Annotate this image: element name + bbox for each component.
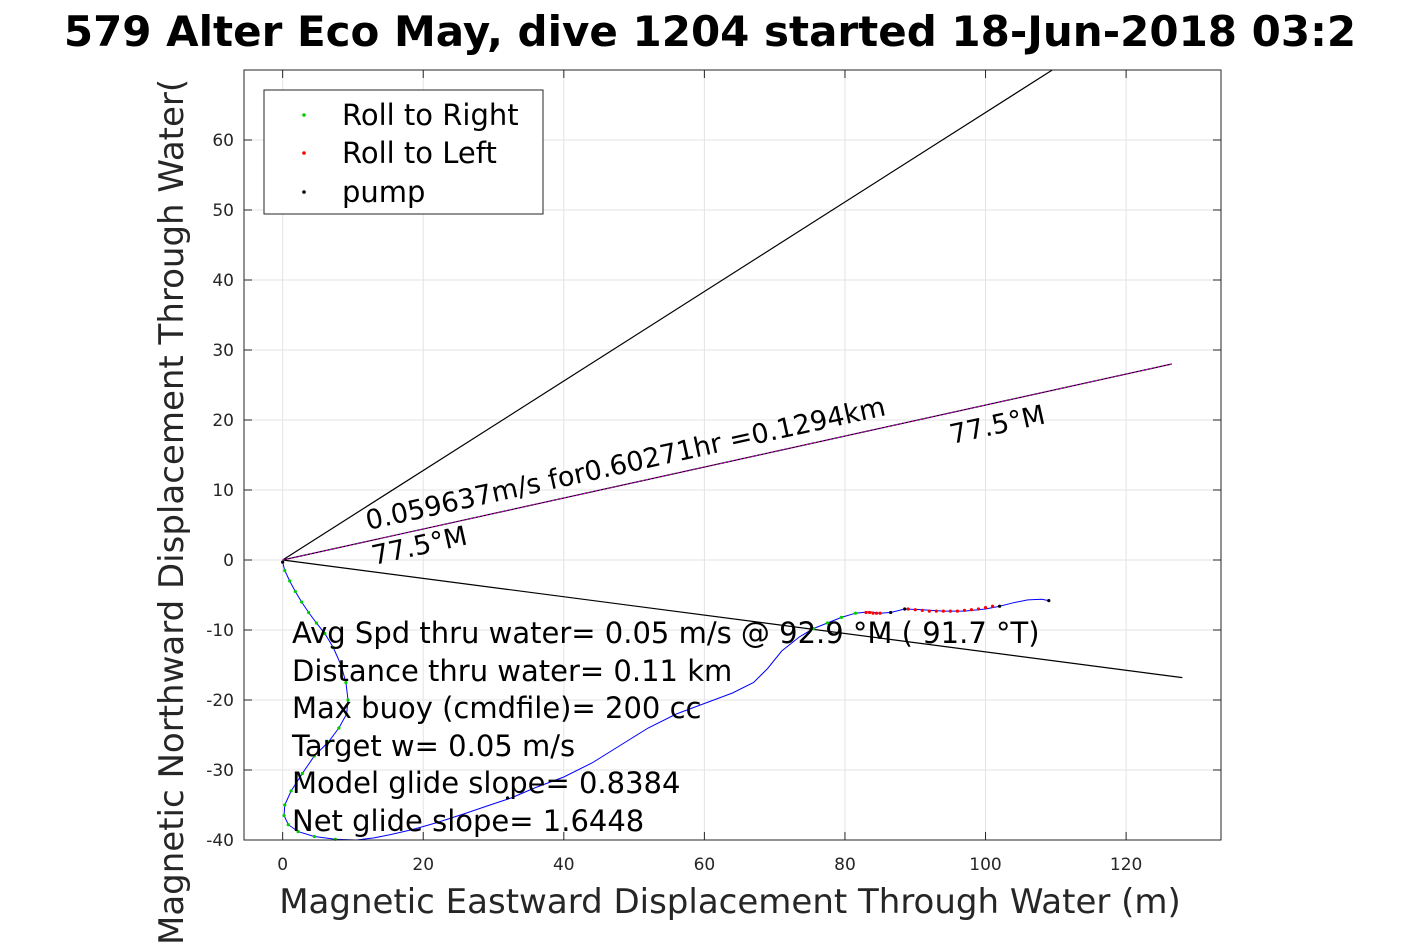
x-tick-label: 100 — [969, 855, 1001, 875]
pump-point — [505, 796, 510, 800]
roll-right-point — [312, 834, 316, 839]
roll-left-point — [948, 609, 952, 613]
pump-point — [889, 610, 893, 615]
roll-right-point — [839, 615, 844, 620]
stat-target-w: Target w= 0.05 m/s — [291, 729, 575, 763]
roll-right-point — [286, 823, 290, 827]
legend-label-pump: pump — [342, 175, 425, 209]
y-tick-label: 30 — [212, 341, 234, 361]
roll-left-point — [878, 611, 882, 615]
legend-label-roll-right: Roll to Right — [342, 98, 519, 132]
reference-line-lower-bound — [282, 559, 1183, 679]
y-tick-label: 10 — [212, 481, 234, 501]
y-axis-label: Magnetic Northward Displacement Through … — [152, 79, 192, 945]
roll-right-point — [307, 610, 311, 615]
roll-right-point — [331, 645, 335, 650]
x-tick-label: 60 — [694, 855, 716, 875]
legend-marker-roll-right — [302, 113, 306, 117]
pump-point — [1047, 599, 1051, 603]
roll-left-point — [941, 609, 945, 613]
legend-label-roll-left: Roll to Left — [342, 136, 497, 170]
stat-max-buoy: Max buoy (cmdfile)= 200 cc — [292, 691, 701, 725]
roll-left-point — [955, 609, 960, 613]
grid-lines — [244, 69, 1221, 841]
stat-avg-speed: Avg Spd thru water= 0.05 m/s @ 92.9 °M (… — [292, 616, 1040, 650]
roll-right-point — [283, 803, 287, 807]
plot-area — [281, 69, 1183, 841]
roll-right-point — [344, 680, 348, 685]
x-axis-label: Magnetic Eastward Displacement Through W… — [279, 882, 1181, 922]
roll-left-point — [906, 607, 910, 611]
roll-left-point — [871, 611, 875, 615]
heading-annotation-far: 77.5°M — [947, 400, 1048, 451]
y-tick-label: -40 — [206, 831, 234, 851]
roll-right-point — [346, 698, 350, 702]
legend: Roll to Right Roll to Left pump — [263, 89, 544, 215]
legend-marker-pump — [302, 190, 306, 194]
roll-left-point — [920, 608, 924, 613]
axis-ticks: 0 20 40 60 80 100 120 -40 -30 -20 -10 0 10 20 30 40 50 60 — [206, 70, 1221, 875]
x-tick-label: 40 — [553, 855, 575, 875]
roll-left-point — [962, 608, 967, 613]
x-tick-label: 80 — [834, 855, 856, 875]
roll-right-point — [282, 813, 286, 818]
roll-left-point — [976, 607, 981, 611]
x-tick-label: 120 — [1110, 855, 1142, 875]
stat-net-glide-slope: Net glide slope= 1.6448 — [292, 804, 644, 838]
roll-left-point — [983, 606, 988, 610]
roll-right-point — [289, 789, 293, 793]
y-tick-label: 0 — [223, 551, 234, 571]
y-tick-label: 40 — [212, 271, 234, 291]
y-tick-label: -20 — [206, 691, 234, 711]
pump-point — [997, 604, 1002, 608]
y-tick-label: 20 — [212, 411, 234, 431]
roll-right-point — [312, 754, 316, 758]
roll-right-point — [314, 621, 318, 625]
roll-right-point — [337, 726, 341, 730]
stat-model-glide-slope: Model glide slope= 0.8384 — [292, 766, 680, 800]
roll-left-point — [867, 610, 872, 615]
roll-right-point — [296, 830, 300, 834]
y-tick-label: 50 — [212, 201, 234, 221]
roll-right-point — [811, 627, 815, 631]
roll-left-point — [927, 609, 931, 613]
roll-right-point — [323, 631, 327, 636]
roll-right-point — [339, 663, 343, 667]
y-tick-label: -30 — [206, 761, 234, 781]
speed-annotation: 0.059637m/s for0.60271hr =0.1294km — [363, 392, 889, 537]
legend-box — [263, 89, 544, 215]
roll-left-point — [969, 608, 974, 612]
legend-marker-roll-left — [302, 151, 306, 155]
reference-line-average-heading — [282, 363, 1172, 561]
x-tick-label: 20 — [412, 855, 434, 875]
roll-right-point — [293, 589, 297, 594]
roll-right-point — [345, 712, 349, 716]
roll-left-point — [864, 610, 868, 615]
pump-point — [903, 607, 907, 611]
roll-right-point — [300, 600, 304, 604]
reference-line-upper-bound — [282, 69, 1053, 561]
y-tick-label: -10 — [206, 621, 234, 641]
roll-left-point — [874, 611, 879, 615]
roll-right-point — [288, 579, 292, 583]
y-tick-label: 60 — [212, 131, 234, 151]
roll-left-point — [990, 604, 995, 608]
roll-right-point — [825, 621, 829, 625]
roll-left-point — [934, 609, 938, 613]
roll-right-point — [326, 740, 330, 744]
roll-right-point — [283, 568, 287, 573]
chart-title: 579 Alter Eco May, dive 1204 started 18-… — [64, 7, 1356, 56]
roll-right-point — [853, 611, 858, 615]
stat-distance: Distance thru water= 0.11 km — [292, 654, 732, 688]
x-tick-label: 0 — [277, 855, 288, 875]
roll-right-point — [300, 771, 304, 776]
pump-point — [281, 560, 285, 564]
axes-box — [243, 69, 1222, 841]
roll-left-point — [913, 608, 917, 612]
stats-block: Avg Spd thru water= 0.05 m/s @ 92.9 °M (… — [291, 616, 1040, 838]
